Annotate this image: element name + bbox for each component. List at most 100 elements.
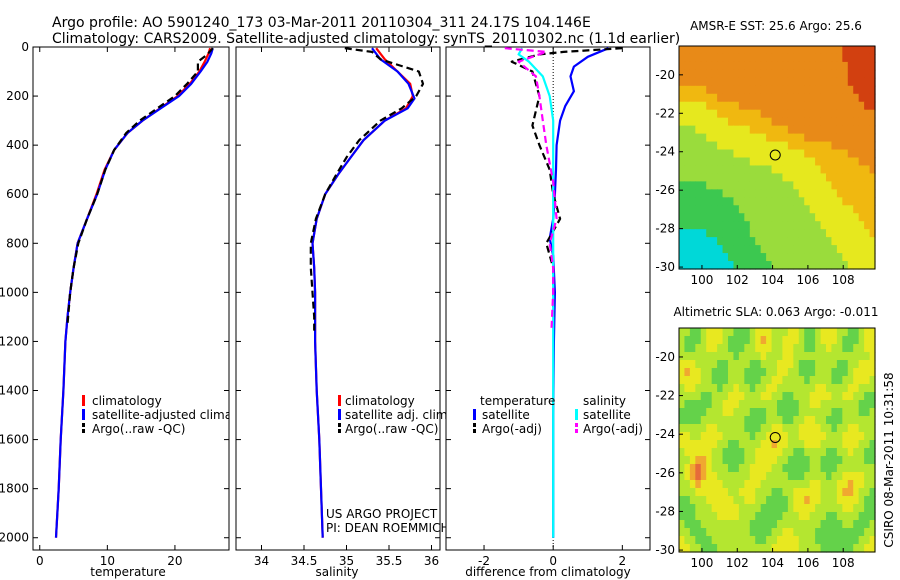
heatmap-cell bbox=[815, 376, 822, 385]
heatmap-cell bbox=[777, 448, 784, 457]
heatmap-cell bbox=[706, 125, 713, 135]
heatmap-cell bbox=[766, 448, 773, 457]
heatmap-cell bbox=[782, 237, 789, 246]
heatmap-cell bbox=[771, 328, 778, 337]
heatmap-cell bbox=[722, 424, 729, 433]
heatmap-cell bbox=[717, 101, 724, 111]
heatmap-cell bbox=[749, 237, 756, 246]
heatmap-cell bbox=[717, 368, 724, 377]
salinity-ticks: 34 34.5 35 35.5 36 bbox=[236, 46, 440, 568]
heatmap-cell bbox=[728, 424, 735, 433]
heatmap-cell bbox=[700, 141, 707, 151]
heatmap-cell bbox=[766, 376, 773, 385]
heatmap-cell bbox=[749, 376, 756, 385]
heatmap-cell bbox=[809, 328, 816, 337]
heatmap-cell bbox=[755, 408, 762, 417]
heatmap-cell bbox=[793, 376, 800, 385]
heatmap-cell bbox=[700, 544, 707, 553]
heatmap-cell bbox=[711, 197, 718, 206]
heatmap-cell bbox=[755, 197, 762, 206]
heatmap-cell bbox=[831, 440, 838, 449]
heatmap-cell bbox=[847, 77, 854, 87]
heatmap-cell bbox=[760, 328, 767, 337]
heatmap-cell bbox=[733, 117, 740, 127]
heatmap-cell bbox=[793, 528, 800, 537]
heatmap-cell bbox=[777, 109, 784, 119]
heatmap-cell bbox=[738, 488, 745, 497]
heatmap-cell bbox=[804, 245, 811, 254]
heatmap-cell bbox=[755, 261, 762, 270]
heatmap-cell bbox=[689, 53, 696, 63]
heatmap-cell bbox=[815, 173, 822, 182]
heatmap-cell bbox=[798, 424, 805, 433]
heatmap-cell bbox=[777, 181, 784, 190]
heatmap-cell bbox=[809, 392, 816, 401]
heatmap-cell bbox=[679, 448, 686, 457]
heatmap-cell bbox=[738, 360, 745, 369]
heatmap-cell bbox=[766, 93, 773, 103]
heatmap-cell bbox=[847, 213, 854, 222]
heatmap-cell bbox=[679, 101, 686, 111]
heatmap-cell bbox=[815, 536, 822, 545]
heatmap-cell bbox=[798, 408, 805, 417]
heatmap-cell bbox=[793, 392, 800, 401]
heatmap-cell bbox=[738, 213, 745, 222]
heatmap-cell bbox=[809, 53, 816, 63]
heatmap-cell bbox=[766, 344, 773, 353]
heatmap-cell bbox=[711, 189, 718, 198]
heatmap-cell bbox=[869, 536, 876, 545]
heatmap-cell bbox=[836, 149, 843, 159]
heatmap-cell bbox=[728, 496, 735, 505]
heatmap-cell bbox=[798, 133, 805, 143]
heatmap-cell bbox=[777, 141, 784, 151]
heatmap-cell bbox=[842, 384, 849, 393]
heatmap-cell bbox=[717, 424, 724, 433]
heatmap-cell bbox=[744, 360, 751, 369]
map-y-tick-label: -20 bbox=[655, 350, 675, 364]
heatmap-cell bbox=[777, 512, 784, 521]
heatmap-cell bbox=[820, 117, 827, 127]
heatmap-cell bbox=[717, 221, 724, 230]
map-x-tick-label: 102 bbox=[726, 273, 749, 287]
heatmap-cell bbox=[836, 133, 843, 143]
heatmap-cell bbox=[695, 245, 702, 254]
heatmap-cell bbox=[869, 261, 876, 270]
heatmap-cell bbox=[744, 109, 751, 119]
heatmap-cell bbox=[864, 344, 871, 353]
heatmap-cell bbox=[766, 149, 773, 159]
heatmap-cell bbox=[766, 77, 773, 87]
heatmap-cell bbox=[689, 181, 696, 190]
map-y-tick-label: -22 bbox=[655, 389, 675, 403]
heatmap-cell bbox=[711, 536, 718, 545]
heatmap-cell bbox=[809, 464, 816, 473]
heatmap-cell bbox=[679, 336, 686, 345]
heatmap-cell bbox=[787, 77, 794, 87]
heatmap-cell bbox=[853, 376, 860, 385]
heatmap-cell bbox=[847, 424, 854, 433]
heatmap-cell bbox=[766, 352, 773, 361]
heatmap-cell bbox=[738, 157, 745, 167]
heatmap-cell bbox=[771, 544, 778, 553]
heatmap-cell bbox=[728, 189, 735, 198]
heatmap-cell bbox=[771, 376, 778, 385]
heatmap-cell bbox=[684, 61, 691, 71]
series-line-1 bbox=[548, 47, 609, 538]
heatmap-cell bbox=[733, 480, 740, 489]
heatmap-cell bbox=[864, 173, 871, 182]
heatmap-cell bbox=[771, 488, 778, 497]
heatmap-cell bbox=[864, 472, 871, 481]
heatmap-cell bbox=[728, 408, 735, 417]
heatmap-cell bbox=[836, 376, 843, 385]
heatmap-cell bbox=[706, 189, 713, 198]
heatmap-cell bbox=[858, 448, 865, 457]
y-tick-label: 2000 bbox=[0, 531, 29, 545]
heatmap-cell bbox=[815, 416, 822, 425]
heatmap-cell bbox=[684, 173, 691, 182]
heatmap-cell bbox=[766, 141, 773, 151]
heatmap-cell bbox=[717, 544, 724, 553]
heatmap-cell bbox=[744, 528, 751, 537]
heatmap-cell bbox=[842, 77, 849, 87]
heatmap-cell bbox=[733, 261, 740, 270]
heatmap-cell bbox=[847, 336, 854, 345]
heatmap-cell bbox=[804, 504, 811, 513]
